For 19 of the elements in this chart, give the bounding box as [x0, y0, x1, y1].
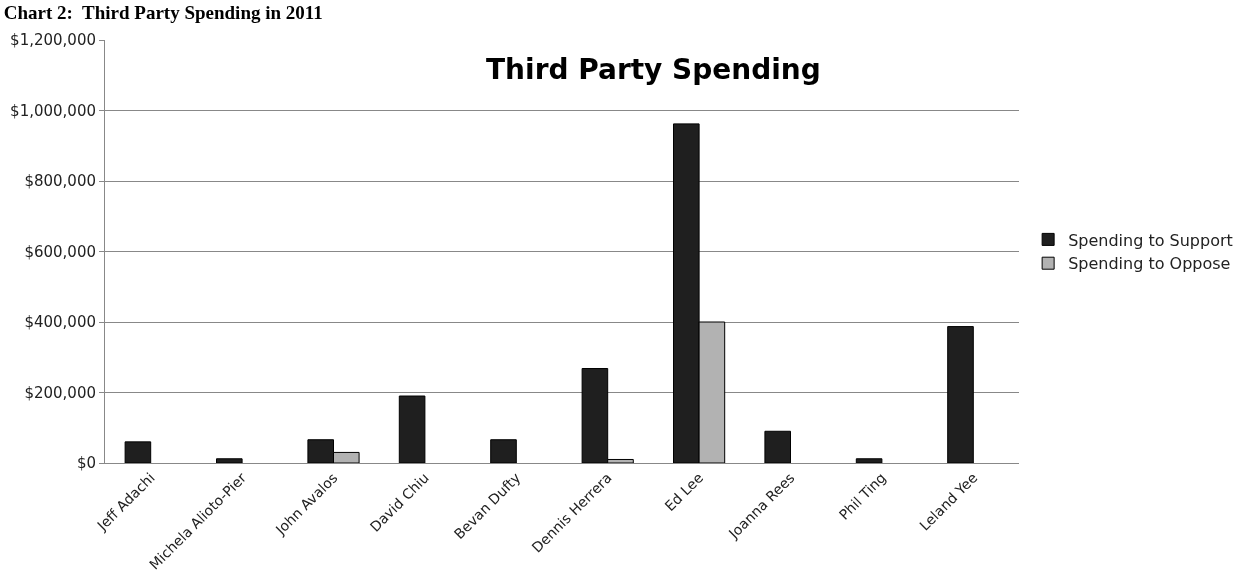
legend-label: Spending to Support [1068, 230, 1233, 250]
bar [490, 439, 517, 463]
y-tick-label: $800,000 [24, 172, 96, 191]
y-tick-label: $0 [76, 454, 96, 473]
y-tick-label: $200,000 [24, 383, 96, 402]
y-tick-label: $600,000 [24, 242, 96, 261]
chart-title: Chart 2: Third Party Spending in 2011 [3, 2, 323, 24]
bar [124, 441, 152, 463]
bar [855, 458, 883, 463]
y-tick-label: $400,000 [24, 313, 96, 332]
bar [764, 430, 791, 463]
y-tick-label: $1,200,000 [10, 31, 96, 50]
text: Third Party Spending [486, 53, 821, 86]
y-tick-label: $1,000,000 [10, 101, 96, 120]
legend-label: Spending to Oppose [1068, 254, 1231, 274]
bar [216, 458, 243, 463]
bar [947, 326, 974, 463]
x-tick-label: Ed Lee [661, 469, 707, 515]
bar [398, 395, 426, 463]
